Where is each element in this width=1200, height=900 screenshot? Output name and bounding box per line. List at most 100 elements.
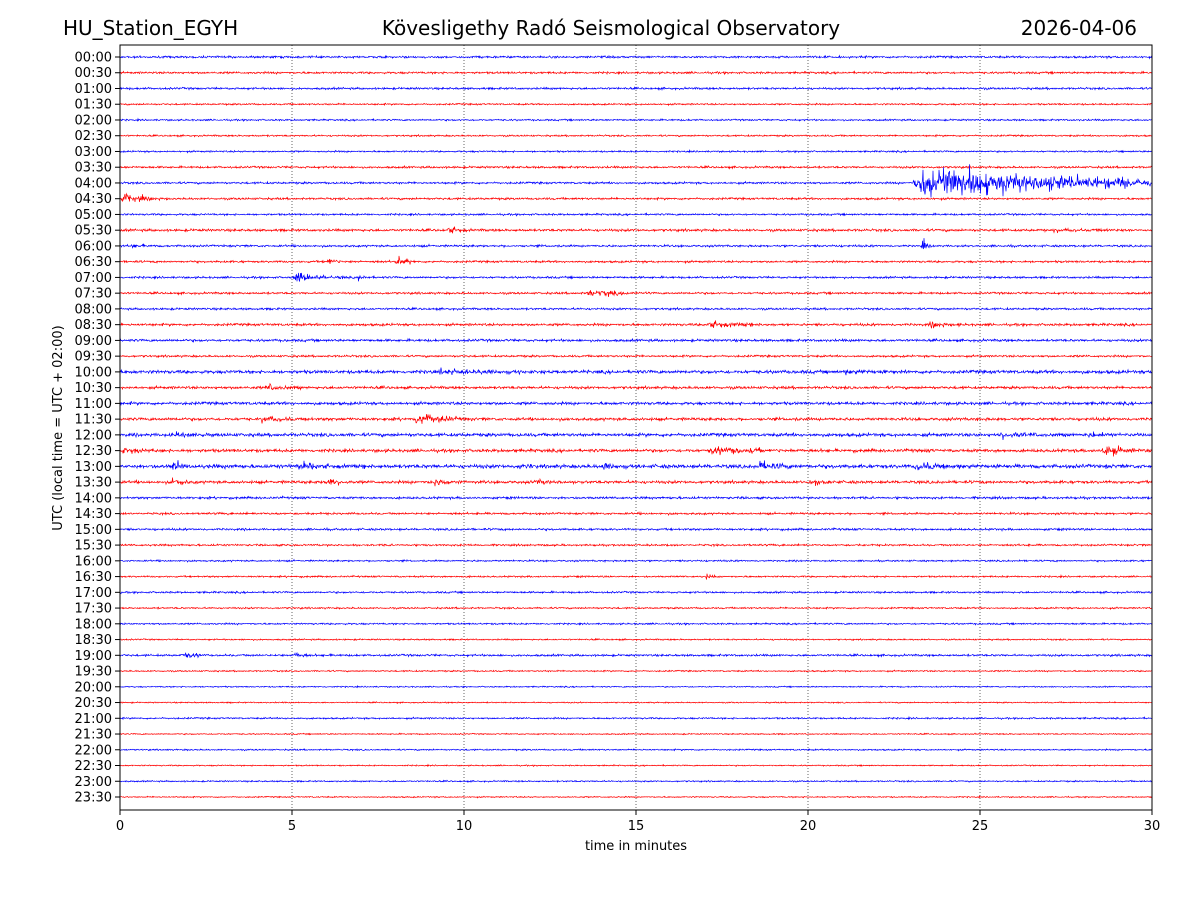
y-tick-label: 06:00: [75, 239, 112, 254]
trace-0930: [119, 353, 1153, 359]
y-tick-label: 05:30: [75, 224, 112, 239]
y-tick-label: 21:00: [75, 712, 112, 727]
trace-0900: [119, 337, 1153, 344]
trace-1330: [119, 477, 1153, 487]
trace-1000: [119, 367, 1153, 376]
trace-1500: [119, 526, 1153, 532]
y-tick-label: 13:00: [75, 460, 112, 475]
trace-1530: [119, 542, 1153, 548]
station-label: HU_Station_EGYH: [63, 16, 238, 40]
trace-2230: [119, 763, 1153, 768]
trace-1900: [119, 652, 1153, 659]
trace-1200: [119, 431, 1153, 441]
trace-0530: [119, 226, 1153, 234]
y-tick-label: 07:30: [75, 287, 112, 302]
y-tick-label: 20:30: [75, 696, 112, 711]
y-tick-label: 08:30: [75, 318, 112, 333]
y-tick-label: 14:30: [75, 507, 112, 522]
y-tick-label: 04:00: [75, 176, 112, 191]
trace-0730: [119, 290, 1153, 298]
y-tick-label: 21:30: [75, 728, 112, 743]
y-tick-label: 07:00: [75, 271, 112, 286]
trace-2300: [119, 779, 1153, 784]
y-tick-label: 15:30: [75, 539, 112, 554]
x-tick-label: 15: [628, 819, 645, 834]
trace-1830: [119, 637, 1152, 642]
trace-1800: [119, 621, 1152, 626]
x-tick-label: 30: [1144, 819, 1161, 834]
trace-2100: [119, 715, 1153, 721]
y-tick-label: 13:30: [75, 476, 112, 491]
trace-0100: [119, 86, 1153, 92]
y-tick-label: 19:30: [75, 665, 112, 680]
x-tick-label: 10: [456, 819, 473, 834]
y-tick-label: 20:00: [75, 680, 112, 695]
trace-0230: [119, 133, 1153, 138]
trace-2030: [120, 701, 1153, 705]
trace-1300: [119, 460, 1153, 471]
y-tick-label: 10:30: [75, 381, 112, 396]
trace-0330: [119, 164, 1153, 170]
chart-title: Kövesligethy Radó Seismological Observat…: [382, 16, 840, 40]
y-tick-label: 09:30: [75, 350, 112, 365]
y-tick-label: 23:30: [75, 791, 112, 806]
y-tick-label: 02:00: [75, 113, 112, 128]
y-tick-label: 01:00: [75, 82, 112, 97]
trace-2130: [119, 732, 1152, 736]
y-tick-label: 12:00: [75, 428, 112, 443]
trace-1230: [119, 445, 1153, 457]
trace-1030: [119, 382, 1153, 391]
y-tick-label: 08:00: [75, 302, 112, 317]
y-tick-label: 11:30: [75, 413, 112, 428]
trace-1730: [119, 606, 1153, 611]
trace-0200: [119, 117, 1153, 122]
y-tick-label: 23:00: [75, 775, 112, 790]
y-tick-label: 18:30: [75, 633, 112, 648]
trace-1430: [119, 510, 1153, 517]
trace-1130: [119, 414, 1153, 424]
x-axis-label: time in minutes: [585, 839, 687, 854]
y-tick-label: 09:00: [75, 334, 112, 349]
y-tick-label: 03:00: [75, 145, 112, 160]
y-tick-label: 01:30: [75, 98, 112, 113]
y-tick-label: 15:00: [75, 523, 112, 538]
y-tick-label: 12:30: [75, 444, 112, 459]
trace-0500: [119, 212, 1153, 217]
y-tick-label: 00:30: [75, 66, 112, 81]
trace-0700: [119, 272, 1152, 282]
x-tick-label: 25: [972, 819, 989, 834]
x-tick-label: 5: [288, 819, 296, 834]
y-tick-label: 14:00: [75, 491, 112, 506]
trace-0130: [119, 102, 1153, 107]
x-tick-label: 20: [800, 819, 817, 834]
y-tick-label: 05:00: [75, 208, 112, 223]
trace-0800: [119, 306, 1153, 312]
trace-0600: [119, 238, 1153, 250]
trace-2200: [119, 748, 1153, 752]
y-axis-label: UTC (local time = UTC + 02:00): [51, 325, 66, 530]
x-tick-label: 0: [116, 819, 124, 834]
trace-1700: [119, 590, 1153, 595]
trace-0830: [119, 320, 1153, 329]
trace-2330: [119, 795, 1152, 799]
y-tick-label: 22:30: [75, 759, 112, 774]
trace-0030: [119, 70, 1153, 76]
trace-1100: [119, 400, 1153, 407]
y-tick-label: 18:00: [75, 617, 112, 632]
trace-0430: [119, 192, 1153, 203]
y-tick-label: 22:00: [75, 743, 112, 758]
y-tick-label: 02:30: [75, 129, 112, 144]
y-tick-label: 06:30: [75, 255, 112, 270]
trace-0630: [119, 255, 1153, 265]
trace-0000: [119, 54, 1153, 60]
trace-1630: [119, 573, 1153, 580]
y-tick-label: 19:00: [75, 649, 112, 664]
y-tick-label: 03:30: [75, 161, 112, 176]
y-tick-label: 04:30: [75, 192, 112, 207]
y-tick-label: 10:00: [75, 365, 112, 380]
y-tick-label: 11:00: [75, 397, 112, 412]
trace-0400: [119, 164, 1153, 198]
trace-0300: [119, 148, 1153, 154]
